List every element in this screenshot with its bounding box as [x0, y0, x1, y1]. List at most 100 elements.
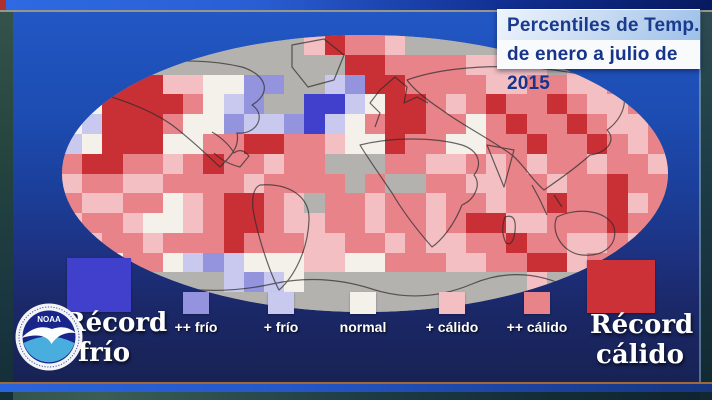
map-cell	[62, 114, 83, 134]
map-cell	[163, 292, 184, 312]
map-cell	[365, 272, 386, 293]
asia-outline	[406, 66, 625, 191]
map-cell	[183, 153, 204, 174]
map-cell	[163, 252, 184, 273]
map-cell	[385, 114, 406, 134]
map-cell	[425, 252, 446, 273]
map-cell	[102, 173, 123, 194]
india-outline	[486, 144, 515, 188]
map-cell	[486, 193, 507, 214]
map-cell	[344, 232, 365, 253]
map-cell	[203, 232, 224, 253]
map-cell	[102, 35, 123, 55]
map-cell	[304, 193, 325, 214]
map-cell	[142, 94, 163, 115]
map-cell	[466, 153, 487, 174]
map-cell	[223, 74, 244, 95]
map-cell	[425, 193, 446, 214]
top-bar-red-accent	[0, 0, 6, 10]
map-cell	[203, 133, 224, 154]
map-cell	[587, 133, 608, 154]
map-cell	[506, 94, 527, 115]
map-cell	[405, 153, 426, 174]
map-cell	[445, 94, 466, 115]
map-cell	[304, 292, 325, 312]
map-cell	[365, 54, 386, 75]
map-cell	[304, 54, 325, 75]
map-cell	[466, 292, 487, 312]
map-cell	[647, 193, 668, 214]
map-cell	[587, 173, 608, 194]
map-cell	[425, 133, 446, 154]
map-cell	[163, 213, 184, 233]
map-cell	[344, 213, 365, 233]
map-cell	[163, 193, 184, 214]
map-cell	[264, 232, 285, 253]
map-cell	[324, 173, 345, 194]
australia-outline	[554, 210, 616, 256]
map-cell	[526, 153, 547, 174]
legend-label: ++ cálido	[506, 319, 568, 335]
map-cell	[607, 173, 628, 194]
map-cell	[82, 213, 103, 233]
map-cell	[506, 74, 527, 95]
legend-swatch	[524, 292, 550, 314]
map-cell	[142, 54, 163, 75]
map-cell	[627, 193, 648, 214]
map-cell	[284, 153, 305, 174]
map-cell	[304, 173, 325, 194]
map-cell	[506, 193, 527, 214]
greenland-outline	[291, 38, 345, 88]
map-cell	[647, 153, 668, 174]
map-cell	[122, 232, 143, 253]
map-cell	[486, 94, 507, 115]
map-cell	[647, 74, 668, 95]
map-cell	[203, 114, 224, 134]
legend-label: ++ frío	[174, 319, 218, 335]
map-cell	[647, 114, 668, 134]
map-cell-grid	[62, 35, 668, 312]
map-cell	[243, 272, 264, 293]
top-divider-line	[0, 10, 712, 12]
map-cell	[264, 35, 285, 55]
map-cell	[445, 252, 466, 273]
map-cell	[526, 213, 547, 233]
map-cell	[82, 153, 103, 174]
map-cell	[486, 213, 507, 233]
map-cell	[385, 35, 406, 55]
madagascar-outline	[502, 215, 516, 245]
map-cell	[304, 114, 325, 134]
map-cell	[304, 153, 325, 174]
logo-seagull	[21, 327, 76, 344]
map-cell	[122, 153, 143, 174]
world-percentile-map	[62, 35, 668, 312]
map-cell	[647, 133, 668, 154]
map-cell	[445, 35, 466, 55]
map-cell	[405, 272, 426, 293]
map-cell	[385, 153, 406, 174]
map-cell	[223, 232, 244, 253]
map-cell	[122, 35, 143, 55]
map-cell	[445, 232, 466, 253]
title-box: Percentiles de Temp. de enero a julio de…	[497, 9, 700, 94]
map-cell	[365, 133, 386, 154]
map-cell	[304, 94, 325, 115]
map-cell	[223, 272, 244, 293]
map-cell	[385, 173, 406, 194]
map-cell	[486, 252, 507, 273]
map-cell	[647, 232, 668, 253]
map-cell	[385, 94, 406, 115]
map-cell	[82, 193, 103, 214]
map-cell	[567, 252, 588, 273]
antarctica-coast-outline	[71, 274, 659, 302]
map-cell	[587, 94, 608, 115]
map-cell	[365, 35, 386, 55]
legend-swatch	[439, 292, 465, 314]
map-cell	[627, 153, 648, 174]
map-cell	[607, 114, 628, 134]
southeast-asia-outline	[531, 184, 563, 216]
map-cell	[486, 74, 507, 95]
africa-outline	[359, 138, 480, 248]
map-cell	[546, 232, 567, 253]
map-cell	[546, 193, 567, 214]
